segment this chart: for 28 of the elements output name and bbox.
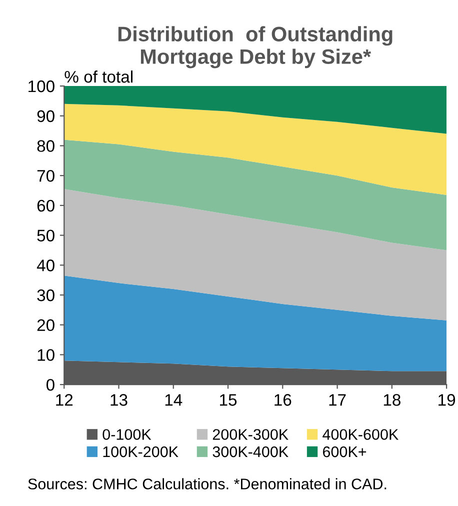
- chart-title: Distribution of Outstanding Mortgage Debt by Size*: [118, 26, 392, 68]
- legend-label: 300K-400K: [212, 446, 288, 458]
- x-tick-label: 18: [384, 394, 400, 406]
- y-axis-title: % of total: [64, 70, 132, 83]
- y-tick-label: 40: [36, 260, 54, 272]
- x-tick-label: 12: [56, 394, 73, 406]
- y-tick-label: 0: [46, 378, 54, 391]
- y-tick-label: 100: [28, 80, 54, 92]
- source-note: Sources: CMHC Calculations. *Denominated in CAD.: [28, 478, 386, 490]
- x-tick-label: 13: [110, 394, 128, 406]
- y-tick-label: 10: [38, 349, 54, 361]
- legend-label: 400K-600K: [322, 429, 398, 440]
- y-tick-label: 90: [37, 110, 54, 122]
- legend-label: 0-100K: [102, 429, 152, 440]
- y-tick-label: 20: [37, 319, 54, 332]
- x-tick-label: 14: [165, 394, 182, 406]
- legend-label: 200K-300K: [212, 429, 288, 440]
- legend-label: 100K-200K: [103, 446, 178, 458]
- y-tick-label: 50: [37, 230, 54, 242]
- y-tick-label: 30: [37, 289, 54, 302]
- x-tick-label: 19: [438, 394, 456, 406]
- y-tick-label: 70: [37, 170, 54, 182]
- legend-label: 600K+: [322, 446, 366, 458]
- x-tick-label: 16: [274, 394, 292, 406]
- x-tick-label: 15: [220, 394, 237, 406]
- x-tick-label: 17: [329, 394, 346, 406]
- y-tick-label: 80: [37, 140, 54, 152]
- y-tick-label: 60: [37, 200, 54, 212]
